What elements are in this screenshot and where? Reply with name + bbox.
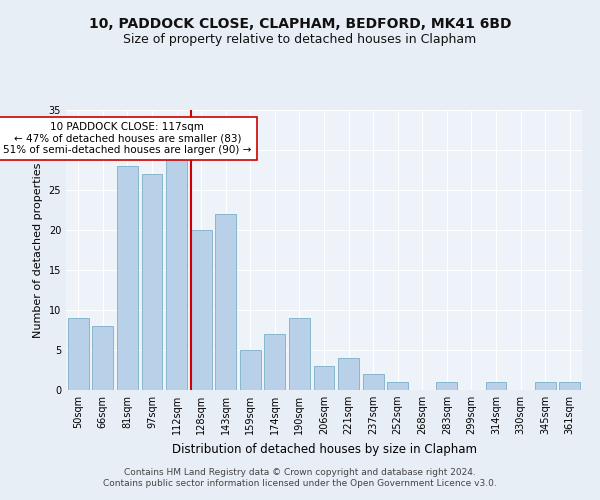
Bar (265, 334, 286, 390)
Bar (535, 382, 556, 390)
Bar (387, 382, 408, 390)
Bar (92, 326, 113, 390)
Bar (215, 214, 236, 390)
Bar (362, 374, 383, 390)
Text: Contains HM Land Registry data © Crown copyright and database right 2024.
Contai: Contains HM Land Registry data © Crown c… (103, 468, 497, 487)
Bar (240, 350, 261, 390)
Y-axis label: Number of detached properties: Number of detached properties (33, 162, 43, 338)
Bar (314, 366, 334, 390)
Text: Size of property relative to detached houses in Clapham: Size of property relative to detached ho… (124, 32, 476, 46)
Text: 10 PADDOCK CLOSE: 117sqm
← 47% of detached houses are smaller (83)
51% of semi-d: 10 PADDOCK CLOSE: 117sqm ← 47% of detach… (3, 122, 251, 155)
Bar (436, 382, 457, 390)
Bar (559, 382, 580, 390)
Bar (166, 158, 187, 390)
Bar (68, 318, 89, 390)
X-axis label: Distribution of detached houses by size in Clapham: Distribution of detached houses by size … (172, 442, 476, 456)
Bar (142, 174, 163, 390)
Text: 10, PADDOCK CLOSE, CLAPHAM, BEDFORD, MK41 6BD: 10, PADDOCK CLOSE, CLAPHAM, BEDFORD, MK4… (89, 18, 511, 32)
Bar (485, 382, 506, 390)
Bar (338, 358, 359, 390)
Bar (117, 166, 138, 390)
Bar (191, 230, 212, 390)
Bar (289, 318, 310, 390)
